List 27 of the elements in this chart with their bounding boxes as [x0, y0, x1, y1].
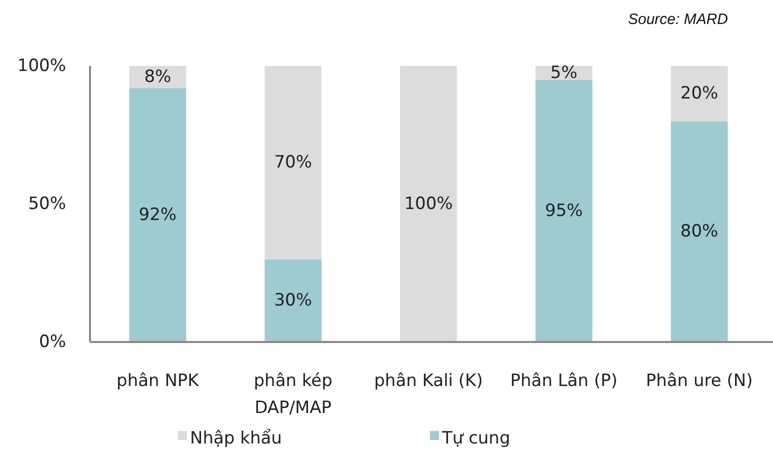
bar [129, 88, 186, 342]
data-label: 80% [680, 222, 718, 242]
data-label: 30% [274, 290, 312, 311]
x-tick-label: phân NPK [116, 371, 200, 391]
y-tick-label: 0% [39, 332, 66, 352]
legend-label: Tự cung [441, 428, 510, 448]
y-tick-label: 50% [28, 194, 66, 214]
data-label: 5% [550, 62, 578, 83]
bar [670, 121, 728, 342]
data-label: 92% [138, 205, 177, 226]
legend-label: Nhập khẩu [190, 428, 282, 448]
bar [264, 259, 322, 342]
data-label: 8% [144, 67, 172, 88]
x-tick-label: phân Kali (K) [374, 371, 483, 391]
x-tick-label: Phân Lân (P) [510, 371, 618, 391]
bar [264, 66, 322, 260]
bar [535, 80, 592, 342]
x-tick-label: phân kép DAP/MAP [254, 371, 332, 418]
data-label: 95% [545, 200, 583, 221]
y-tick-label: 100% [17, 56, 66, 76]
x-tick-label: Phân ure (N) [646, 371, 753, 391]
bar [670, 66, 728, 122]
data-label: 20% [680, 84, 718, 104]
data-label: 100% [404, 194, 453, 214]
data-label: 70% [274, 152, 312, 173]
source-note: Source: MARD [628, 11, 728, 28]
bar [400, 66, 457, 342]
